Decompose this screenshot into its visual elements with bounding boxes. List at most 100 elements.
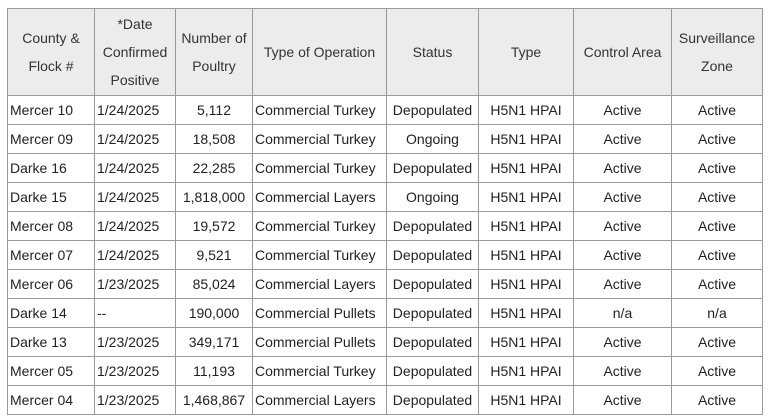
table-cell: Active <box>671 153 763 183</box>
table-cell: Active <box>573 327 672 357</box>
table-cell: Active <box>573 269 672 299</box>
table-row: Mercer 09 1/24/2025 18,508 Commercial Turke… <box>7 124 763 154</box>
table-cell: 1,468,867 <box>175 385 253 415</box>
table-cell: Mercer 07 <box>7 240 95 270</box>
column-header: Status <box>386 8 479 96</box>
table-cell: 1/24/2025 <box>94 153 176 183</box>
table-cell: Mercer 05 <box>7 356 95 386</box>
table-cell: Darke 16 <box>7 153 95 183</box>
table-cell: n/a <box>671 298 763 328</box>
table-cell: 85,024 <box>175 269 253 299</box>
table-cell: 190,000 <box>175 298 253 328</box>
table-row: Mercer 06 1/23/2025 85,024 Commercial Layer… <box>7 269 763 299</box>
column-header: County & Flock # <box>7 8 95 96</box>
table-cell: Active <box>573 211 672 241</box>
table-cell: Active <box>573 124 672 154</box>
table-cell: Active <box>671 327 763 357</box>
table-cell: Darke 13 <box>7 327 95 357</box>
table-cell: 9,521 <box>175 240 253 270</box>
table-cell: Active <box>671 269 763 299</box>
table-cell: H5N1 HPAI <box>478 269 574 299</box>
table-cell: Commercial Layers <box>252 385 387 415</box>
table-cell: Active <box>671 385 763 415</box>
table-cell: 19,572 <box>175 211 253 241</box>
table-cell: Darke 15 <box>7 182 95 212</box>
column-header: Type of Operation <box>252 8 387 96</box>
table-cell: Commercial Layers <box>252 269 387 299</box>
table-cell: H5N1 HPAI <box>478 211 574 241</box>
table-row: Darke 15 1/24/2025 1,818,000 Commercial Lay… <box>7 182 763 212</box>
table-cell: 22,285 <box>175 153 253 183</box>
table-cell: 1/23/2025 <box>94 269 176 299</box>
table-cell: Commercial Layers <box>252 182 387 212</box>
table-cell: Darke 14 <box>7 298 95 328</box>
table-cell: n/a <box>573 298 672 328</box>
table-cell: Depopulated <box>386 327 479 357</box>
column-header: Control Area <box>573 8 672 96</box>
table-cell: 349,171 <box>175 327 253 357</box>
table-cell: 11,193 <box>175 356 253 386</box>
table-cell: 1/24/2025 <box>94 240 176 270</box>
table-cell: Ongoing <box>386 182 479 212</box>
table-cell: 1/24/2025 <box>94 95 176 125</box>
table-cell: H5N1 HPAI <box>478 95 574 125</box>
table-cell: H5N1 HPAI <box>478 298 574 328</box>
table-cell: 5,112 <box>175 95 253 125</box>
table-cell: Commercial Turkey <box>252 153 387 183</box>
table-cell: Active <box>573 182 672 212</box>
table-cell: H5N1 HPAI <box>478 327 574 357</box>
column-header: *Date Confirmed Positive <box>94 8 176 96</box>
column-header: Type <box>478 8 574 96</box>
table-cell: H5N1 HPAI <box>478 124 574 154</box>
table-cell: Active <box>573 153 672 183</box>
table-cell: H5N1 HPAI <box>478 385 574 415</box>
table-cell: 1/23/2025 <box>94 385 176 415</box>
table-cell: Depopulated <box>386 153 479 183</box>
table-cell: -- <box>94 298 176 328</box>
table-cell: Active <box>573 240 672 270</box>
table-cell: Active <box>671 211 763 241</box>
table-cell: Depopulated <box>386 356 479 386</box>
table-cell: Mercer 10 <box>7 95 95 125</box>
table-cell: Active <box>671 356 763 386</box>
table-cell: H5N1 HPAI <box>478 182 574 212</box>
table-cell: Ongoing <box>386 124 479 154</box>
table-cell: Mercer 09 <box>7 124 95 154</box>
table-row: Mercer 04 1/23/2025 1,468,867 Commercial La… <box>7 385 763 415</box>
table-cell: Commercial Turkey <box>252 240 387 270</box>
table-cell: Mercer 06 <box>7 269 95 299</box>
table-cell: Mercer 04 <box>7 385 95 415</box>
table-cell: Commercial Turkey <box>252 95 387 125</box>
table-cell: 1/24/2025 <box>94 124 176 154</box>
table-row: Darke 14 -- 190,000 Commercial Pullets Depop… <box>7 298 763 328</box>
table-cell: 1,818,000 <box>175 182 253 212</box>
table-cell: 1/24/2025 <box>94 182 176 212</box>
table-row: Darke 16 1/24/2025 22,285 Commercial Turkey… <box>7 153 763 183</box>
table-cell: H5N1 HPAI <box>478 356 574 386</box>
table-cell: Commercial Turkey <box>252 356 387 386</box>
table-row: Mercer 05 1/23/2025 11,193 Commercial Turke… <box>7 356 763 386</box>
table-cell: Depopulated <box>386 298 479 328</box>
table-cell: 18,508 <box>175 124 253 154</box>
table-cell: Active <box>573 356 672 386</box>
table-body: Mercer 10 1/24/2025 5,112 Commercial Turkey… <box>7 95 763 415</box>
table-cell: Depopulated <box>386 95 479 125</box>
table-cell: Depopulated <box>386 269 479 299</box>
table-cell: Commercial Pullets <box>252 298 387 328</box>
table-row: Mercer 08 1/24/2025 19,572 Commercial Turke… <box>7 211 763 241</box>
table-row: Mercer 10 1/24/2025 5,112 Commercial Turkey… <box>7 95 763 125</box>
table-cell: 1/23/2025 <box>94 356 176 386</box>
table-cell: Commercial Turkey <box>252 211 387 241</box>
table-cell: Active <box>671 124 763 154</box>
table-cell: H5N1 HPAI <box>478 240 574 270</box>
table-cell: 1/24/2025 <box>94 211 176 241</box>
table-cell: Active <box>671 182 763 212</box>
table-cell: Commercial Turkey <box>252 124 387 154</box>
table-cell: Mercer 08 <box>7 211 95 241</box>
table-cell: 1/23/2025 <box>94 327 176 357</box>
table-cell: Active <box>573 385 672 415</box>
table-cell: Active <box>671 240 763 270</box>
table-cell: Commercial Pullets <box>252 327 387 357</box>
table-row: Mercer 07 1/24/2025 9,521 Commercial Turkey… <box>7 240 763 270</box>
